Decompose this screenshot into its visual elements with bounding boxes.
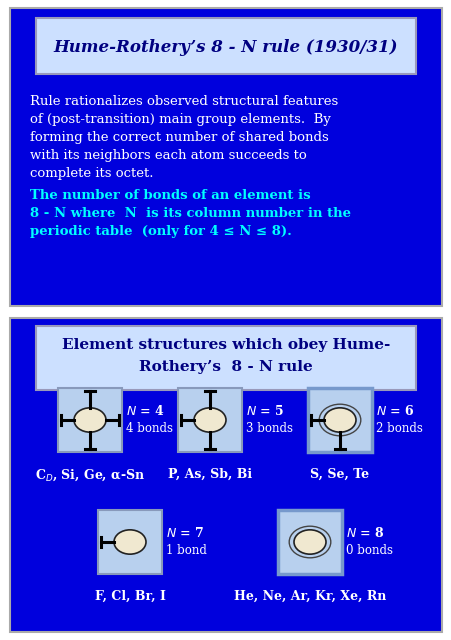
Bar	[277, 510, 341, 574]
Text: $N$ = 7: $N$ = 7	[166, 526, 204, 540]
Ellipse shape	[323, 408, 355, 432]
FancyBboxPatch shape	[36, 326, 415, 390]
Ellipse shape	[114, 530, 146, 554]
Bar	[98, 510, 161, 574]
Text: P, As, Sb, Bi: P, As, Sb, Bi	[168, 468, 252, 481]
Text: 0 bonds: 0 bonds	[345, 545, 392, 557]
Text: forming the correct number of shared bonds: forming the correct number of shared bon…	[30, 131, 328, 144]
Bar	[10, 8, 441, 306]
Text: $N$ = 8: $N$ = 8	[345, 526, 384, 540]
Text: Element structures which obey Hume-: Element structures which obey Hume-	[62, 338, 389, 352]
Text: Rule rationalizes observed structural features: Rule rationalizes observed structural fe…	[30, 95, 337, 108]
Text: periodic table  (only for 4 ≤ N ≤ 8).: periodic table (only for 4 ≤ N ≤ 8).	[30, 225, 291, 238]
Text: 3 bonds: 3 bonds	[245, 422, 292, 435]
Bar	[307, 388, 371, 452]
Text: 2 bonds: 2 bonds	[375, 422, 422, 435]
Text: 1 bond: 1 bond	[166, 545, 207, 557]
Text: $N$ = 5: $N$ = 5	[245, 404, 284, 418]
Text: of (post-transition) main group elements.  By: of (post-transition) main group elements…	[30, 113, 330, 126]
Text: C$_D$, Si, Ge, α-Sn: C$_D$, Si, Ge, α-Sn	[35, 468, 145, 483]
Text: $N$ = 6: $N$ = 6	[375, 404, 414, 418]
Text: complete its octet.: complete its octet.	[30, 167, 153, 180]
Bar	[58, 388, 122, 452]
Ellipse shape	[74, 408, 106, 432]
Text: F, Cl, Br, I: F, Cl, Br, I	[94, 590, 165, 603]
Text: 8 - N where  N  is its column number in the: 8 - N where N is its column number in th…	[30, 207, 350, 220]
Bar	[178, 388, 241, 452]
Text: The number of bonds of an element is: The number of bonds of an element is	[30, 189, 310, 202]
Text: $N$ = 4: $N$ = 4	[126, 404, 164, 418]
Ellipse shape	[193, 408, 226, 432]
Bar	[10, 318, 441, 632]
Text: S, Se, Te: S, Se, Te	[310, 468, 369, 481]
Text: Hume-Rothery’s 8 - N rule (1930/31): Hume-Rothery’s 8 - N rule (1930/31)	[54, 38, 397, 56]
Text: with its neighbors each atom succeeds to: with its neighbors each atom succeeds to	[30, 149, 306, 162]
Text: 4 bonds: 4 bonds	[126, 422, 173, 435]
Text: He, Ne, Ar, Kr, Xe, Rn: He, Ne, Ar, Kr, Xe, Rn	[233, 590, 385, 603]
Text: Rothery’s  8 - N rule: Rothery’s 8 - N rule	[139, 360, 312, 374]
FancyBboxPatch shape	[36, 18, 415, 74]
Ellipse shape	[293, 530, 325, 554]
